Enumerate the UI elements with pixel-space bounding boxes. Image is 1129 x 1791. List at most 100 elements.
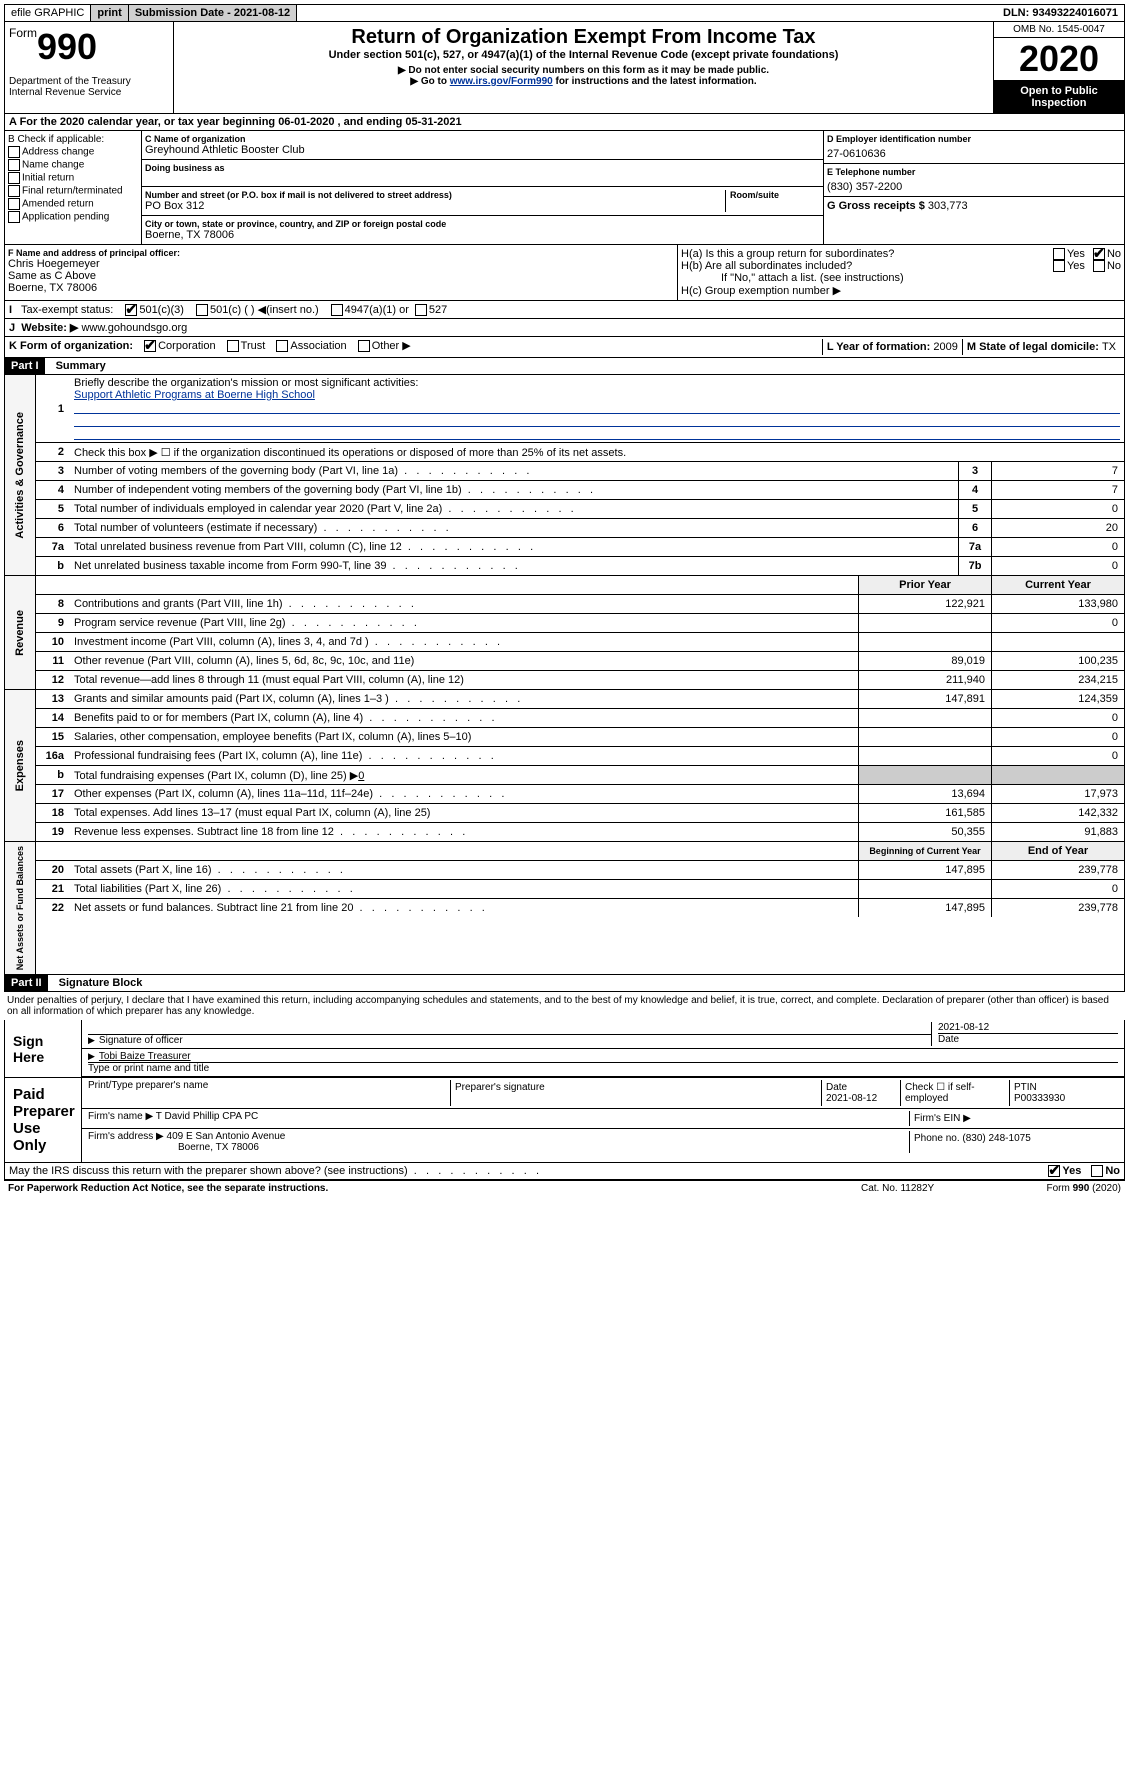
p16a [858,747,991,765]
p20: 147,895 [858,861,991,879]
irs-label: Internal Revenue Service [9,87,169,98]
row-j: J Website: ▶ www.gohoundsgo.org [4,319,1125,337]
cb-final[interactable] [8,185,20,197]
section-governance: Activities & Governance 1Briefly describ… [4,375,1125,576]
sig-name: Tobi Baize Treasurer [99,1051,191,1062]
p22: 147,895 [858,899,991,917]
gross-value: 303,773 [928,200,968,212]
p10 [858,633,991,651]
discuss-no[interactable] [1091,1165,1103,1177]
dept-treasury: Department of the Treasury [9,76,169,87]
c19: 91,883 [991,823,1124,841]
efile-label: efile GRAPHIC [5,5,91,21]
part2-header: Part II Signature Block [4,975,1125,992]
form-footer: Form 990 (2020) [1001,1183,1121,1194]
section-expenses: Expenses 13Grants and similar amounts pa… [4,690,1125,842]
firm-addr1: 409 E San Antonio Avenue [167,1131,286,1142]
col-c: C Name of organization Greyhound Athleti… [142,131,824,244]
cb-addr-change[interactable] [8,146,20,158]
sig-date-label: Date [938,1034,1118,1045]
form-word: Form [9,26,37,40]
p11: 89,019 [858,652,991,670]
cb-other[interactable] [358,340,370,352]
c16a: 0 [991,747,1124,765]
hb-no[interactable] [1093,260,1105,272]
discuss-yes[interactable] [1048,1165,1060,1177]
c10 [991,633,1124,651]
v5: 0 [991,500,1124,518]
dln: DLN: 93493224016071 [997,5,1124,21]
j-label: Website: ▶ [21,322,78,334]
cb-501c[interactable] [196,304,208,316]
sign-here-label: Sign Here [5,1020,82,1077]
form-header: Form990 Department of the Treasury Inter… [4,22,1125,114]
cb-501c3[interactable] [125,304,137,316]
hb-yes[interactable] [1053,260,1065,272]
discuss-row: May the IRS discuss this return with the… [4,1163,1125,1180]
phone-value: (830) 357-2200 [827,181,1121,193]
f-name: Chris Hoegemeyer [8,258,674,270]
org-name-label: C Name of organization [145,134,820,144]
cb-initial[interactable] [8,172,20,184]
cb-name-change[interactable] [8,159,20,171]
open-inspection: Open to Public Inspection [994,81,1124,113]
c8: 133,980 [991,595,1124,613]
irs-link[interactable]: www.irs.gov/Form990 [450,76,553,87]
cb-527[interactable] [415,304,427,316]
c21: 0 [991,880,1124,898]
c15: 0 [991,728,1124,746]
ptin: P00333930 [1014,1093,1114,1104]
paid-preparer-block: Paid Preparer Use Only Print/Type prepar… [4,1078,1125,1163]
print-button[interactable]: print [91,5,128,21]
v3: 7 [991,462,1124,480]
p8: 122,921 [858,595,991,613]
prep-date: 2021-08-12 [826,1093,896,1104]
form-number: 990 [37,26,97,67]
sig-name-label: Type or print name and title [88,1063,1118,1074]
c11: 100,235 [991,652,1124,670]
section-bcd: B Check if applicable: Address change Na… [4,131,1125,245]
p15 [858,728,991,746]
p17: 13,694 [858,785,991,803]
cb-corp[interactable] [144,340,156,352]
ha-label: H(a) Is this a group return for subordin… [681,248,1053,260]
row-i: I Tax-exempt status: 501(c)(3) 501(c) ( … [4,301,1125,319]
firm-name: T David Phillip CPA PC [156,1111,258,1122]
c18: 142,332 [991,804,1124,822]
phone-label: E Telephone number [827,167,1121,177]
submission-date[interactable]: Submission Date - 2021-08-12 [129,5,297,21]
discuss-text: May the IRS discuss this return with the… [9,1165,1048,1177]
c14: 0 [991,709,1124,727]
tax-year: 2020 [994,38,1124,81]
mission-text: Support Athletic Programs at Boerne High… [74,389,315,401]
year-formation: 2009 [933,341,957,353]
p13: 147,891 [858,690,991,708]
ha-no[interactable] [1093,248,1105,260]
p14 [858,709,991,727]
p18: 161,585 [858,804,991,822]
cb-amended[interactable] [8,198,20,210]
cb-trust[interactable] [227,340,239,352]
row-klm: K Form of organization: Corporation Trus… [4,337,1125,358]
addr-label: Number and street (or P.O. box if mail i… [145,190,725,200]
c13: 124,359 [991,690,1124,708]
ein-label: D Employer identification number [827,134,1121,144]
cb-4947[interactable] [331,304,343,316]
p12: 211,940 [858,671,991,689]
ein-value: 27-0610636 [827,148,1121,160]
cb-assoc[interactable] [276,340,288,352]
sign-here-block: Sign Here Signature of officer 2021-08-1… [4,1020,1125,1078]
org-name: Greyhound Athletic Booster Club [145,144,820,156]
c22: 239,778 [991,899,1124,917]
perjury-statement: Under penalties of perjury, I declare th… [4,992,1125,1020]
col-b-title: B Check if applicable: [8,134,138,145]
cb-pending[interactable] [8,211,20,223]
pra-notice: For Paperwork Reduction Act Notice, see … [8,1183,328,1194]
p9 [858,614,991,632]
ha-yes[interactable] [1053,248,1065,260]
warn-ssn: ▶ Do not enter social security numbers o… [178,65,989,76]
form-subtitle: Under section 501(c), 527, or 4947(a)(1)… [178,49,989,61]
firm-ein-label: Firm's EIN ▶ [909,1111,1118,1126]
warn-goto: ▶ Go to www.irs.gov/Form990 for instruct… [178,76,989,87]
firm-addr2: Boerne, TX 78006 [88,1142,259,1153]
